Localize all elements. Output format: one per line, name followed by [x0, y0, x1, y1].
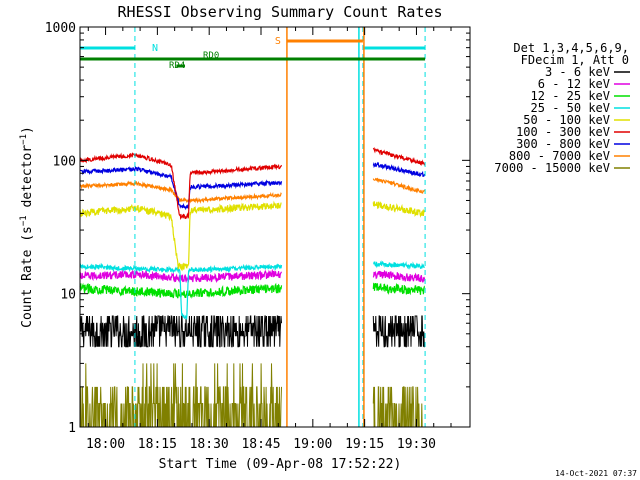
legend-label-4: 50 - 100 keV [523, 113, 610, 127]
x-tick-label: 19:30 [397, 437, 436, 452]
axes-layer: 18:00 18:15 18:30 18:45 19:00 19:15 19:30 1 10 10… [45, 21, 470, 452]
y-tick-label: 1000 [45, 21, 76, 36]
y-axis-label: Count Rate (s−1 detector−1) [19, 126, 35, 328]
x-tick-label: 19:15 [345, 437, 384, 452]
night-label: N [152, 43, 158, 54]
x-axis-label: Start Time (09-Apr-08 17:52:22) [159, 457, 402, 472]
series-8-trace-1 [372, 386, 425, 428]
decimation-label-1: RD4 [169, 61, 185, 71]
legend-label-1: 6 - 12 keV [538, 77, 610, 91]
legend: Det 1,3,4,5,6,9, FDecim 1, Att 0 3 - 6 k… [494, 41, 630, 175]
series-7-trace-1 [372, 177, 425, 194]
series-4-trace-1 [372, 201, 426, 218]
series-2-trace-1 [372, 282, 426, 296]
x-tick-label: 18:30 [190, 437, 229, 452]
annotation-layer: N S RD0 RD4 [80, 27, 426, 427]
series-5-trace-0 [79, 152, 283, 220]
y-tick-label: 10 [60, 288, 76, 303]
series-4-trace-0 [79, 200, 282, 272]
chart-title: RHESSI Observing Summary Count Rates [117, 3, 442, 21]
y-tick-label: 1 [68, 421, 76, 436]
y-tick-label: 100 [53, 154, 76, 169]
series-3-trace-1 [373, 260, 426, 270]
x-tick-label: 19:00 [293, 437, 332, 452]
series-6-trace-1 [372, 161, 425, 178]
series-3-trace-0 [79, 262, 283, 320]
x-tick-label: 18:45 [241, 437, 280, 452]
footer-timestamp: 14-Oct-2021 07:37 [555, 469, 637, 478]
series-0-trace-1 [372, 315, 425, 348]
legend-header-line-2: FDecim 1, Att 0 [521, 53, 629, 67]
legend-label-6: 300 - 800 keV [516, 137, 610, 151]
legend-label-3: 25 - 50 keV [531, 101, 610, 115]
legend-header-line-1: Det 1,3,4,5,6,9, [513, 41, 629, 55]
legend-label-0: 3 - 6 keV [545, 65, 610, 79]
legend-label-8: 7000 - 15000 keV [494, 161, 610, 175]
legend-label-2: 12 - 25 keV [531, 89, 610, 103]
series-0-trace-0 [79, 315, 282, 348]
plot-data-layer [79, 147, 426, 428]
x-tick-label: 18:00 [86, 437, 125, 452]
series-7-trace-0 [79, 180, 282, 204]
plot-frame [79, 26, 471, 428]
decimation-label-0: RD0 [203, 51, 219, 61]
saa-label: S [275, 36, 281, 47]
x-tick-label: 18:15 [138, 437, 177, 452]
series-6-trace-0 [79, 165, 283, 211]
series-5-trace-1 [372, 147, 426, 167]
legend-label-5: 100 - 300 keV [516, 125, 610, 139]
legend-label-7: 800 - 7000 keV [509, 149, 610, 163]
series-1-trace-1 [372, 269, 426, 283]
